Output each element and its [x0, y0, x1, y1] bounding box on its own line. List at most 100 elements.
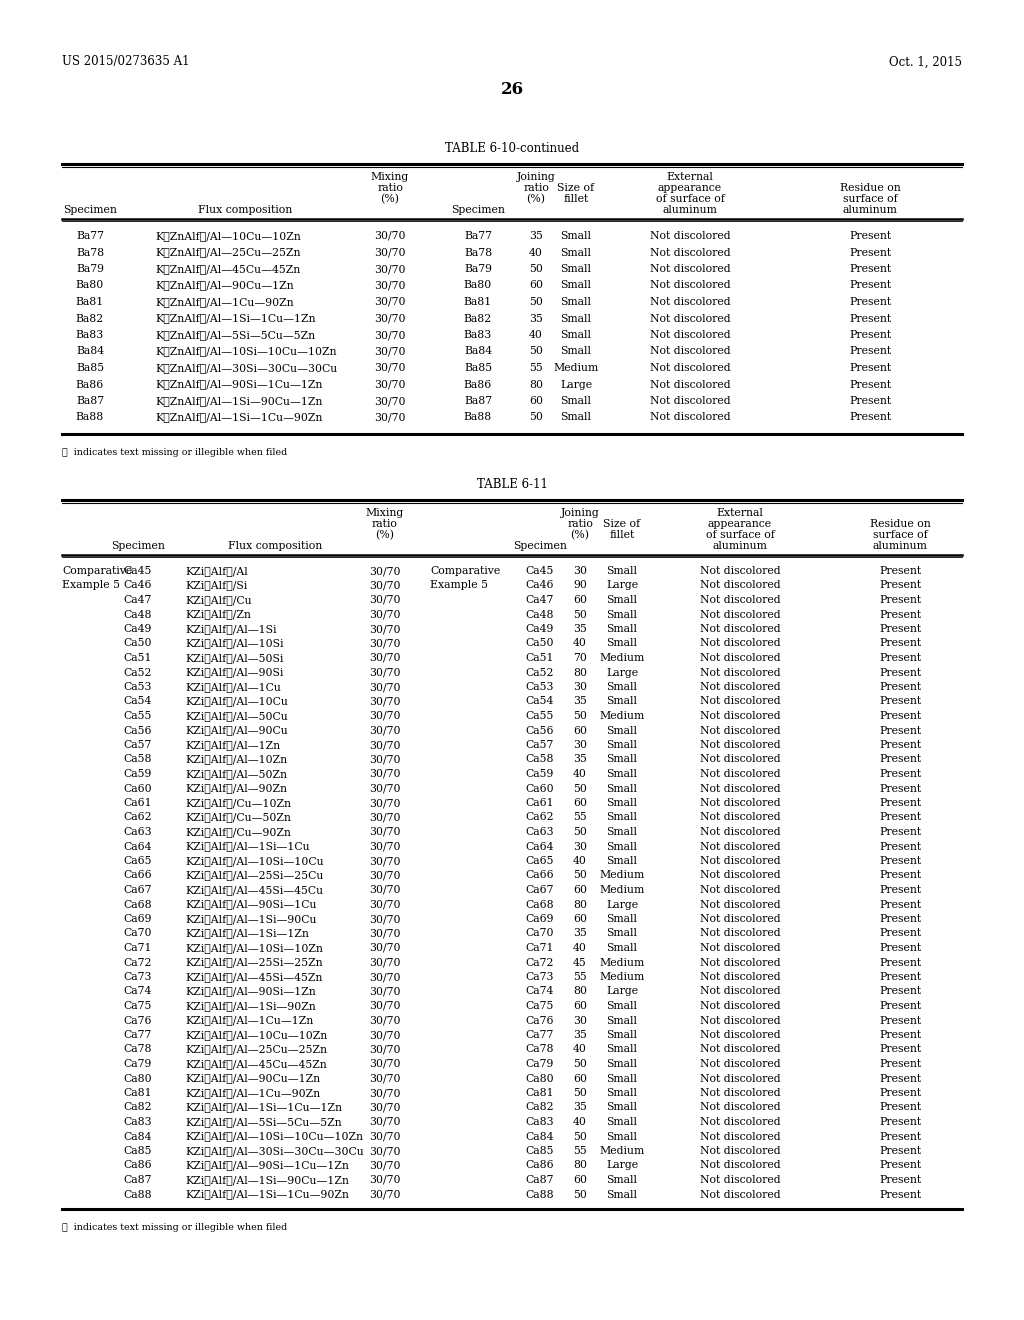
Text: Ca87: Ca87 — [525, 1175, 554, 1185]
Text: (%): (%) — [376, 531, 394, 540]
Text: Ca88: Ca88 — [525, 1189, 554, 1200]
Text: Ca65: Ca65 — [525, 855, 554, 866]
Text: Present: Present — [879, 972, 921, 982]
Text: Small: Small — [606, 1073, 638, 1084]
Text: Ca75: Ca75 — [124, 1001, 153, 1011]
Text: Ca66: Ca66 — [124, 870, 153, 880]
Text: Present: Present — [879, 682, 921, 692]
Text: Small: Small — [606, 697, 638, 706]
Text: Present: Present — [879, 1059, 921, 1069]
Text: KⓈZnAlfⓈ/Al—90Cu—1Zn: KⓈZnAlfⓈ/Al—90Cu—1Zn — [155, 281, 294, 290]
Text: Small: Small — [606, 624, 638, 634]
Text: KZiⓈAlfⓈ/Al—50Si: KZiⓈAlfⓈ/Al—50Si — [185, 653, 284, 663]
Text: 30/70: 30/70 — [374, 396, 406, 407]
Text: Ca84: Ca84 — [124, 1131, 153, 1142]
Text: 30/70: 30/70 — [370, 726, 400, 735]
Text: 30/70: 30/70 — [370, 755, 400, 764]
Text: Large: Large — [606, 668, 638, 677]
Text: 30/70: 30/70 — [370, 653, 400, 663]
Text: 30/70: 30/70 — [370, 711, 400, 721]
Text: Not discolored: Not discolored — [699, 755, 780, 764]
Text: 30/70: 30/70 — [370, 842, 400, 851]
Text: Small: Small — [606, 942, 638, 953]
Text: Not discolored: Not discolored — [649, 248, 730, 257]
Text: Ca64: Ca64 — [525, 842, 554, 851]
Text: 60: 60 — [573, 913, 587, 924]
Text: KZiⓈAlfⓈ/Al—10Cu—10Zn: KZiⓈAlfⓈ/Al—10Cu—10Zn — [185, 1030, 328, 1040]
Text: Specimen: Specimen — [63, 205, 117, 215]
Text: KZiⓈAlfⓈ/Cu—10Zn: KZiⓈAlfⓈ/Cu—10Zn — [185, 799, 291, 808]
Text: Present: Present — [879, 595, 921, 605]
Text: Ba86: Ba86 — [464, 380, 493, 389]
Text: Not discolored: Not discolored — [699, 942, 780, 953]
Text: KZiⓈAlfⓈ/Al—1Cu—90Zn: KZiⓈAlfⓈ/Al—1Cu—90Zn — [185, 1088, 321, 1098]
Text: Not discolored: Not discolored — [649, 380, 730, 389]
Text: 35: 35 — [529, 314, 543, 323]
Text: 40: 40 — [529, 248, 543, 257]
Text: Present: Present — [879, 855, 921, 866]
Text: Ca88: Ca88 — [124, 1189, 153, 1200]
Text: 35: 35 — [573, 1102, 587, 1113]
Text: of surface of: of surface of — [655, 194, 724, 205]
Text: Present: Present — [879, 1146, 921, 1156]
Text: Not discolored: Not discolored — [699, 624, 780, 634]
Text: Not discolored: Not discolored — [649, 412, 730, 422]
Text: Residue on: Residue on — [840, 183, 900, 193]
Text: 30/70: 30/70 — [370, 741, 400, 750]
Text: 60: 60 — [529, 281, 543, 290]
Text: Ca83: Ca83 — [124, 1117, 153, 1127]
Text: 40: 40 — [573, 1117, 587, 1127]
Text: Present: Present — [879, 566, 921, 576]
Text: KZiⓈAlfⓈ/Al—50Cu: KZiⓈAlfⓈ/Al—50Cu — [185, 711, 288, 721]
Text: Specimen: Specimen — [111, 541, 165, 550]
Text: 30/70: 30/70 — [370, 855, 400, 866]
Text: Present: Present — [879, 1030, 921, 1040]
Text: Not discolored: Not discolored — [699, 870, 780, 880]
Text: Not discolored: Not discolored — [699, 1073, 780, 1084]
Text: Not discolored: Not discolored — [699, 1059, 780, 1069]
Text: Large: Large — [606, 986, 638, 997]
Text: Ca52: Ca52 — [124, 668, 153, 677]
Text: Not discolored: Not discolored — [699, 1160, 780, 1171]
Text: KZiⓈAlfⓈ/Al—45Cu—45Zn: KZiⓈAlfⓈ/Al—45Cu—45Zn — [185, 1059, 327, 1069]
Text: KZiⓈAlfⓈ/Al—1Si—1Cu—90Zn: KZiⓈAlfⓈ/Al—1Si—1Cu—90Zn — [185, 1189, 349, 1200]
Text: Small: Small — [606, 770, 638, 779]
Text: Ba79: Ba79 — [76, 264, 104, 275]
Text: 40: 40 — [573, 639, 587, 648]
Text: Ca80: Ca80 — [124, 1073, 153, 1084]
Text: Medium: Medium — [599, 1146, 645, 1156]
Text: Small: Small — [606, 855, 638, 866]
Text: Ca50: Ca50 — [124, 639, 153, 648]
Text: Small: Small — [606, 784, 638, 793]
Text: KⓈZnAlfⓈ/Al—10Cu—10Zn: KⓈZnAlfⓈ/Al—10Cu—10Zn — [155, 231, 301, 242]
Text: 30/70: 30/70 — [370, 770, 400, 779]
Text: Ca46: Ca46 — [124, 581, 153, 590]
Text: Ca76: Ca76 — [124, 1015, 153, 1026]
Text: Present: Present — [879, 1160, 921, 1171]
Text: Present: Present — [879, 884, 921, 895]
Text: Ca63: Ca63 — [124, 828, 153, 837]
Text: Small: Small — [560, 264, 592, 275]
Text: 26: 26 — [501, 82, 523, 99]
Text: 50: 50 — [573, 1189, 587, 1200]
Text: 30/70: 30/70 — [374, 231, 406, 242]
Text: 30/70: 30/70 — [374, 264, 406, 275]
Text: KZiⓈAlfⓈ/Al—90Si—1Cu—1Zn: KZiⓈAlfⓈ/Al—90Si—1Cu—1Zn — [185, 1160, 349, 1171]
Text: 30/70: 30/70 — [370, 1044, 400, 1055]
Text: Ca63: Ca63 — [525, 828, 554, 837]
Text: Ca86: Ca86 — [124, 1160, 153, 1171]
Text: Not discolored: Not discolored — [699, 566, 780, 576]
Text: Ca79: Ca79 — [525, 1059, 554, 1069]
Text: Small: Small — [560, 396, 592, 407]
Text: 30: 30 — [573, 1015, 587, 1026]
Text: Ca49: Ca49 — [525, 624, 554, 634]
Text: Present: Present — [849, 412, 891, 422]
Text: KZiⓈAlfⓈ/Al—5Si—5Cu—5Zn: KZiⓈAlfⓈ/Al—5Si—5Cu—5Zn — [185, 1117, 342, 1127]
Text: Ba79: Ba79 — [464, 264, 492, 275]
Text: 60: 60 — [573, 595, 587, 605]
Text: 55: 55 — [573, 1146, 587, 1156]
Text: 60: 60 — [573, 1175, 587, 1185]
Text: Present: Present — [879, 726, 921, 735]
Text: Not discolored: Not discolored — [699, 957, 780, 968]
Text: Small: Small — [606, 1175, 638, 1185]
